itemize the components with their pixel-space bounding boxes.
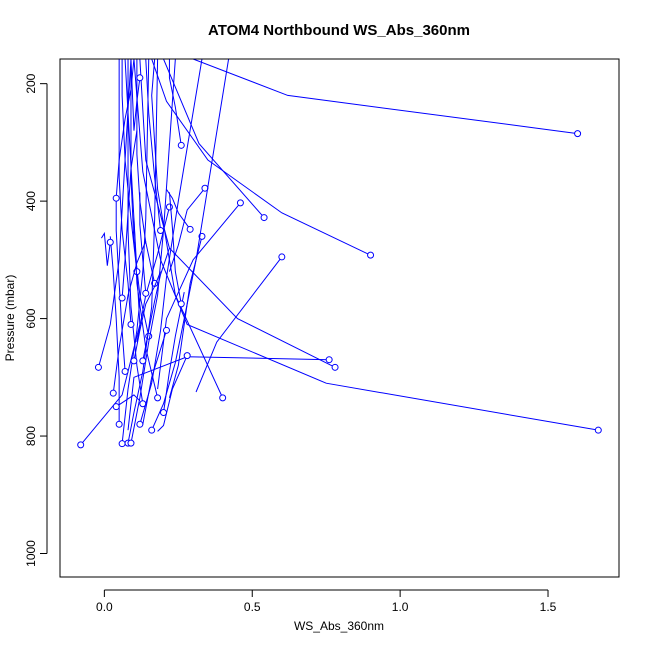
data-point-25 [106, 238, 114, 246]
series-line-43 [139, 192, 147, 294]
series-line-14 [157, 355, 188, 432]
series-line-32 [115, 394, 141, 408]
data-point-16 [162, 326, 170, 334]
series-line-8 [163, 59, 265, 218]
data-point-30 [136, 420, 144, 428]
data-point-5 [367, 251, 375, 259]
series-line-24 [109, 236, 120, 425]
series-line-37 [168, 192, 182, 304]
series-line-11 [168, 187, 206, 272]
y-tick-label-2: 400 [24, 191, 38, 211]
data-point-33 [109, 389, 117, 397]
data-point-14 [183, 352, 191, 360]
data-point-27 [118, 440, 126, 448]
series-line-13 [168, 59, 182, 146]
y-axis-label: Pressure (mbar) [3, 275, 17, 362]
data-point-7 [278, 253, 286, 261]
y-tick-label-5: 1000 [24, 540, 38, 567]
series-line-23 [115, 201, 126, 372]
data-point-42 [154, 394, 162, 402]
data-point-8 [260, 214, 268, 222]
chart-title: ATOM4 Northbound WS_Abs_360nm [208, 22, 470, 39]
data-point-29 [127, 439, 135, 447]
series-line-10 [151, 59, 224, 399]
data-point-31 [148, 426, 156, 434]
data-point-24 [115, 420, 123, 428]
series-line-29 [130, 59, 176, 444]
data-point-10 [219, 394, 227, 402]
series-line-5 [151, 59, 371, 256]
series-line-42 [133, 218, 159, 398]
data-point-39 [118, 294, 126, 302]
y-tick-labels: 200 400 600 800 1000 [24, 73, 38, 567]
data-point-19 [145, 332, 153, 340]
data-point-36 [160, 409, 168, 417]
y-tick-label-4: 800 [24, 426, 38, 446]
series-line-34 [133, 271, 162, 361]
data-point-22 [127, 320, 135, 328]
data-point-9 [236, 199, 244, 207]
x-tick-label-2: 0.5 [244, 600, 261, 614]
x-tick-labels: 0.0 0.5 1.0 1.5 [96, 600, 557, 614]
plot-frame [59, 58, 620, 578]
x-axis-label: WS_Abs_360nm [294, 619, 384, 633]
series-line-3 [192, 59, 578, 135]
series-line-26 [97, 59, 132, 368]
data-point-2 [594, 426, 602, 434]
data-point-40 [112, 194, 120, 202]
data-point-38 [186, 225, 194, 233]
x-axis: 0.0 0.5 1.0 1.5 [96, 589, 557, 614]
data-point-4 [331, 363, 339, 371]
series-line-6 [127, 356, 330, 431]
series-line-17 [145, 59, 162, 231]
x-tick-label-3: 1.0 [392, 600, 409, 614]
series-line-7 [195, 256, 283, 393]
series-line-20 [127, 59, 144, 404]
plot-area [77, 59, 602, 449]
series-line-2 [133, 59, 599, 431]
data-point-17 [157, 226, 165, 234]
series-line-38 [166, 189, 191, 230]
data-point-43 [142, 289, 150, 297]
data-point-13 [177, 141, 185, 149]
data-point-6 [325, 356, 333, 364]
data-point-41 [136, 74, 144, 82]
series-line-25 [100, 231, 111, 266]
y-ticks [40, 83, 47, 555]
series-line-22 [118, 59, 132, 325]
series-line-9 [157, 202, 241, 390]
x-tick-label-4: 1.5 [540, 600, 557, 614]
data-point-34 [130, 357, 138, 365]
series-line-30 [139, 59, 203, 425]
data-point-26 [94, 363, 102, 371]
x-ticks [103, 590, 549, 597]
y-tick-label-3: 600 [24, 308, 38, 328]
series-line-33 [112, 240, 147, 394]
data-point-1 [77, 441, 85, 449]
series-line-39 [121, 130, 138, 299]
y-axis: 200 400 600 800 1000 [24, 73, 48, 567]
series-line-35 [142, 247, 170, 361]
x-tick-label-1: 0.0 [96, 600, 113, 614]
data-point-3 [574, 130, 582, 138]
y-tick-label-1: 200 [24, 73, 38, 93]
series-line-27 [121, 59, 150, 444]
data-point-35 [139, 357, 147, 365]
data-point-23 [121, 367, 129, 375]
series-line-31 [151, 59, 230, 431]
data-point-37 [177, 300, 185, 308]
data-point-15 [165, 203, 173, 211]
data-point-32 [112, 403, 120, 411]
series-line-41 [130, 59, 141, 131]
